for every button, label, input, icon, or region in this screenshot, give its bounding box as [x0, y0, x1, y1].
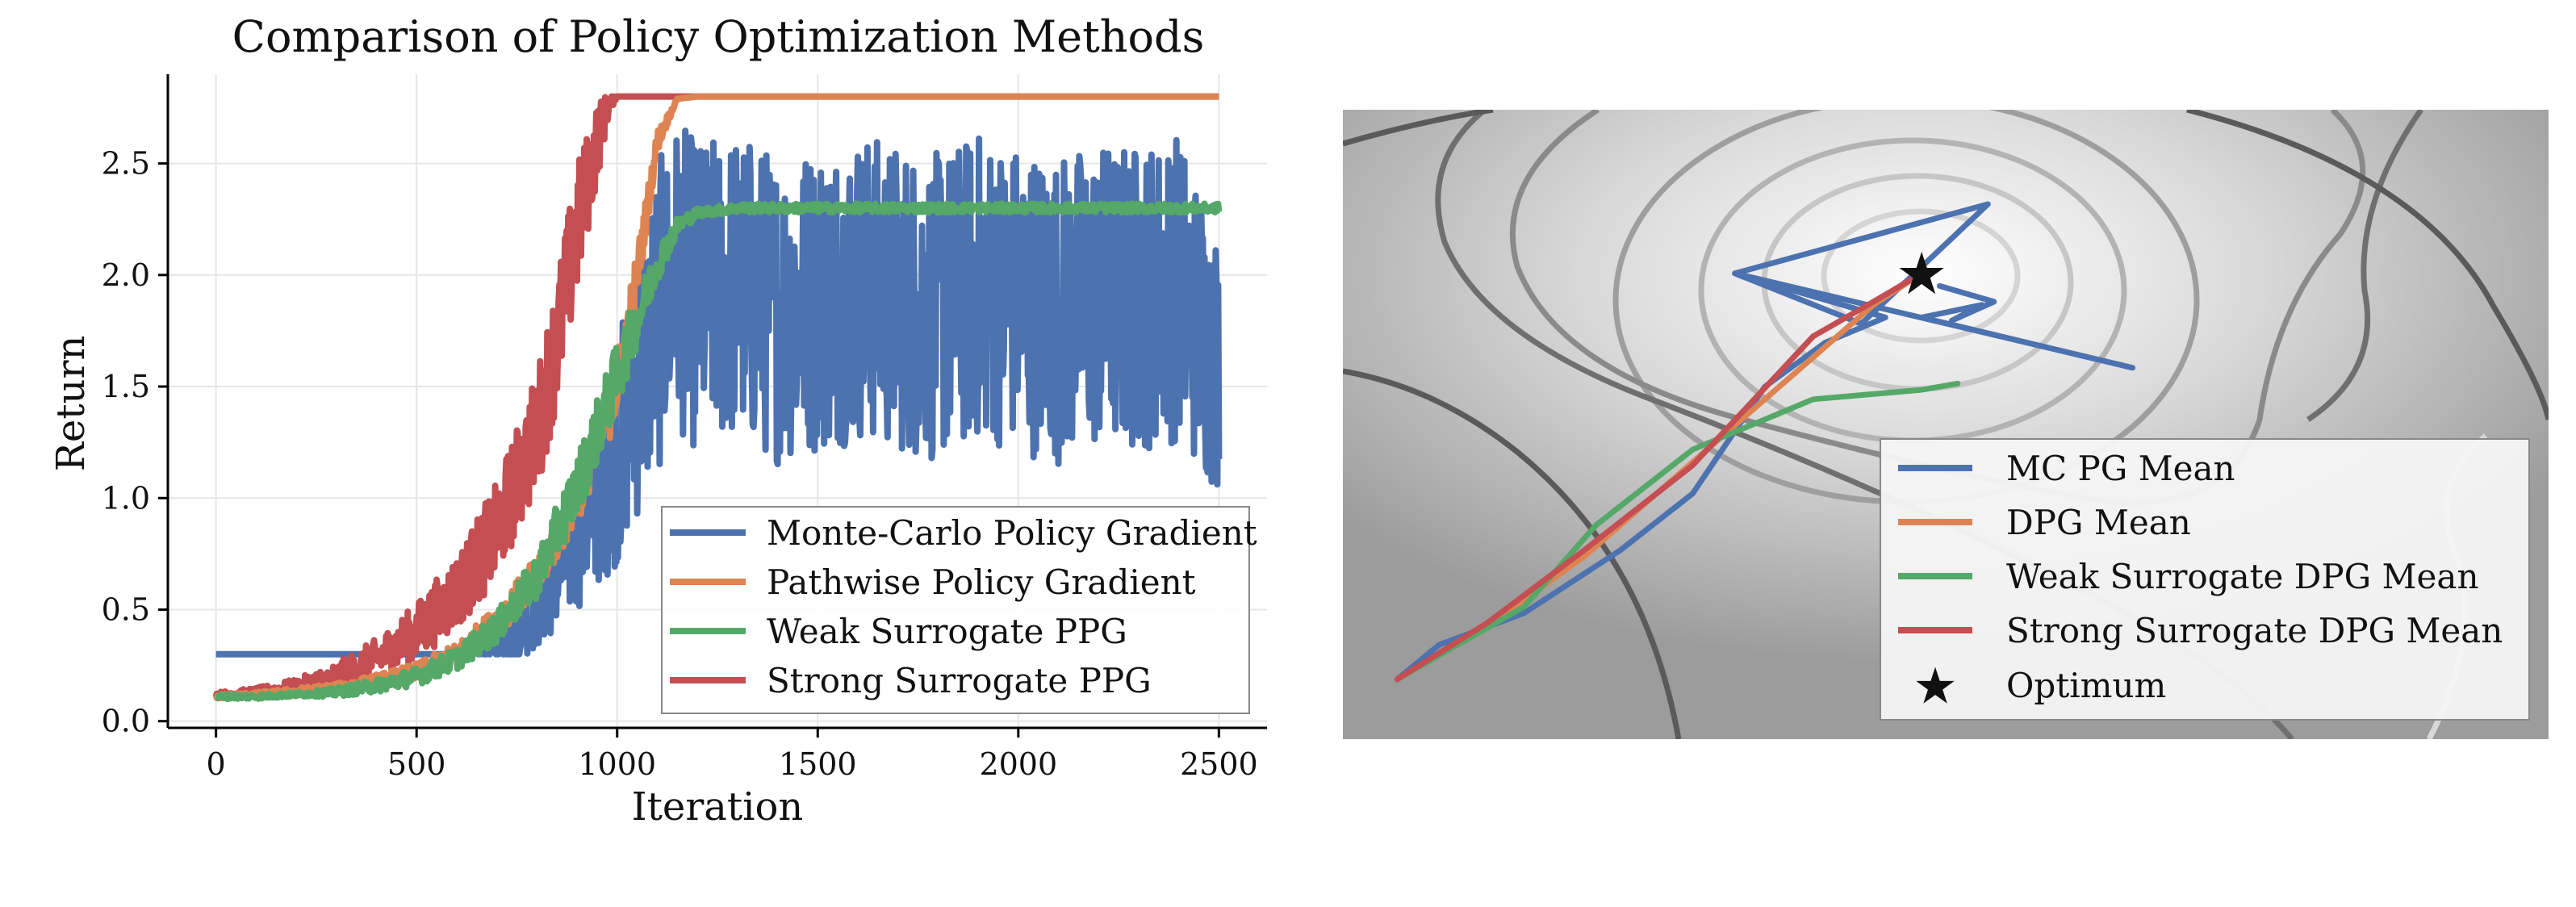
- legend-label: Monte-Carlo Policy Gradient: [767, 513, 1257, 553]
- legend-label-optimum: Optimum: [2006, 666, 2166, 705]
- x-tick-label: 1000: [578, 746, 656, 782]
- legend-label: DPG Mean: [2006, 503, 2191, 542]
- x-ticks: 0 500 1000 1500 2000 2500: [207, 728, 1258, 782]
- y-axis-label: Return: [48, 336, 94, 472]
- trajectory-weak: [1394, 380, 1961, 683]
- y-tick-label: 2.0: [102, 257, 150, 293]
- x-tick-label: 0: [207, 746, 226, 782]
- trajectory-group: [1394, 201, 2136, 683]
- x-tick-label: 2000: [979, 746, 1057, 782]
- legend: Monte-Carlo Policy Gradient Pathwise Poli…: [661, 506, 1257, 714]
- x-tick-label: 2500: [1180, 746, 1258, 782]
- y-tick-label: 1.0: [102, 480, 150, 516]
- x-tick-label: 1500: [779, 746, 857, 782]
- x-axis-label: Iteration: [632, 784, 804, 830]
- legend-label: Pathwise Policy Gradient: [767, 562, 1196, 602]
- y-tick-label: 0.5: [102, 591, 150, 627]
- legend-label: Strong Surrogate DPG Mean: [2006, 611, 2503, 650]
- series-line-weak: [213, 200, 1223, 703]
- contour-level-10: [1343, 110, 1494, 147]
- legend-label: Weak Surrogate DPG Mean: [2006, 557, 2479, 596]
- legend-label: MC PG Mean: [2006, 449, 2235, 488]
- contour-level-9: [2186, 110, 2549, 420]
- legend: MC PG Mean DPG Mean Weak Surrogate DPG Mea…: [1880, 438, 2530, 721]
- trajectory-monte_carlo: [1394, 201, 2136, 683]
- y-tick-label: 1.5: [102, 369, 150, 404]
- legend-label: Strong Surrogate PPG: [767, 661, 1152, 700]
- optimization-landscape: ★ MC PG Mean DPG Mean Weak Surrogate DPG M…: [1343, 110, 2549, 739]
- line-series-group: [212, 93, 1223, 703]
- legend-frame: [661, 506, 1250, 714]
- optimum-star-icon: ★: [1896, 240, 1948, 307]
- contour-level-8: [1343, 368, 1682, 739]
- y-tick-label: 0.0: [102, 704, 150, 739]
- return-vs-iteration-chart: Comparison of Policy Optimization Method…: [48, 11, 1267, 830]
- y-tick-label: 2.5: [102, 146, 150, 182]
- chart-title: Comparison of Policy Optimization Method…: [232, 11, 1205, 62]
- legend-frame: [1880, 438, 2530, 721]
- x-tick-label: 500: [387, 746, 446, 782]
- legend-star-icon: ★: [1913, 657, 1958, 716]
- series-line-pathwise: [212, 93, 1222, 702]
- legend-label: Weak Surrogate PPG: [767, 612, 1127, 651]
- y-ticks: 0.0 0.5 1.0 1.5 2.0 2.5: [102, 146, 168, 739]
- contour-level-7: [2306, 110, 2423, 422]
- trajectory-strong: [1394, 270, 1925, 683]
- contour-level-1: [1821, 208, 2021, 344]
